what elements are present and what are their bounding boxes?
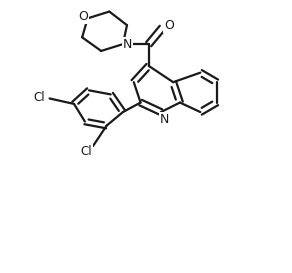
Text: N: N — [159, 113, 169, 126]
Text: Cl: Cl — [80, 145, 92, 158]
Text: O: O — [164, 19, 174, 32]
Text: O: O — [79, 10, 88, 23]
Text: Cl: Cl — [33, 91, 44, 104]
Text: N: N — [123, 38, 133, 51]
